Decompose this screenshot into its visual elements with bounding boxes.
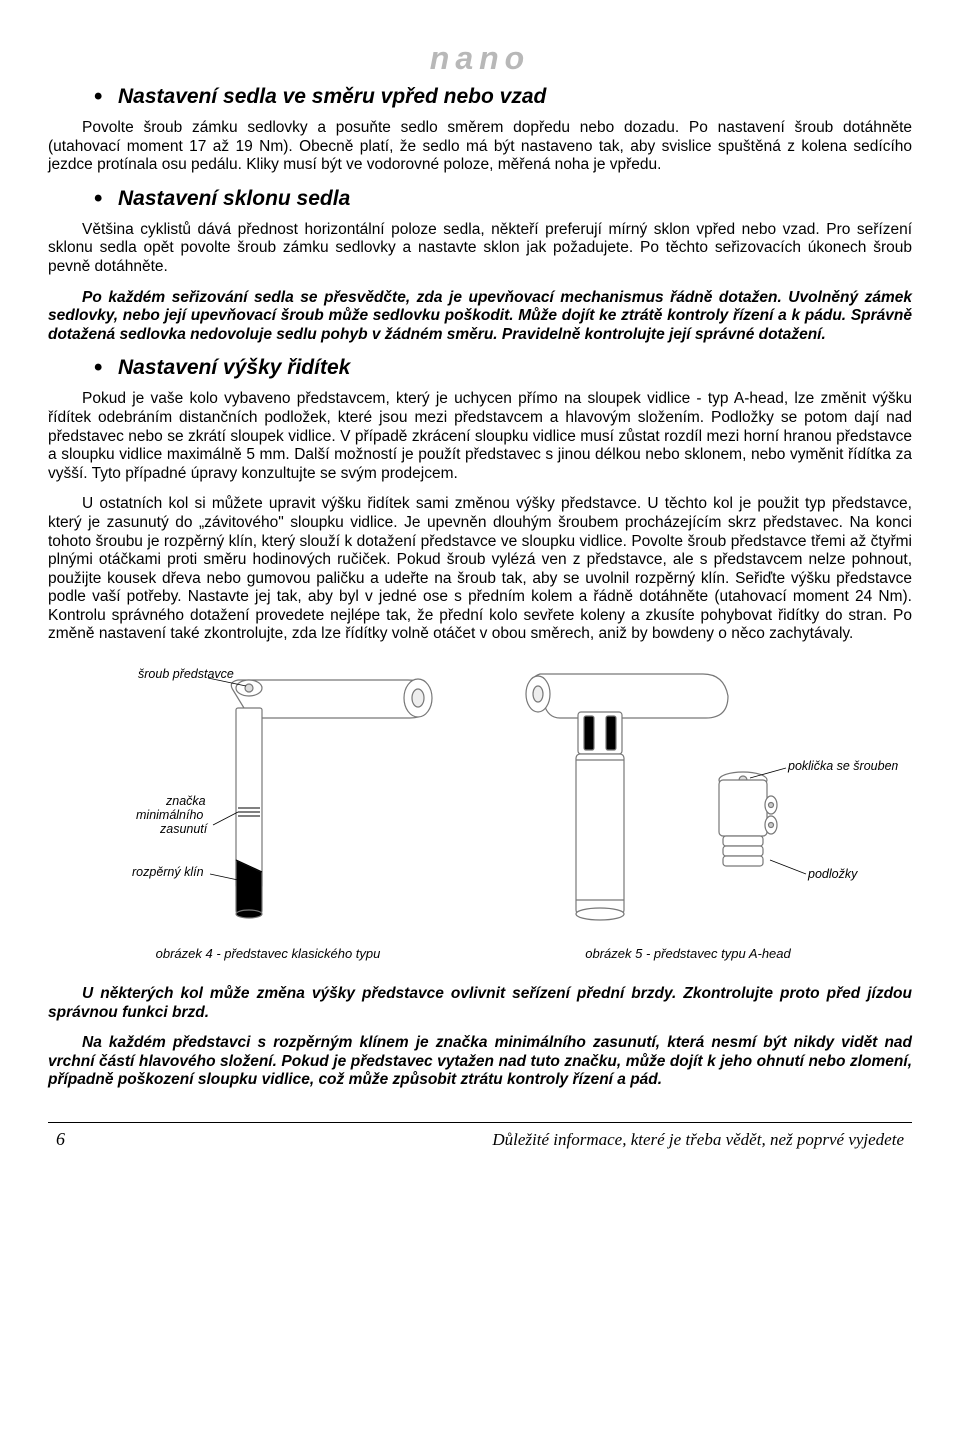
heading-seat-tilt: Nastavení sklonu sedla [48, 187, 912, 211]
heading-handlebar-height: Nastavení výšky řidítek [48, 356, 912, 380]
figure-5-caption: obrázek 5 - představec typu A-head [478, 946, 898, 961]
fig4-label-mark: značka minimálního zasunutí [136, 794, 209, 836]
page-footer: 6 Důležité informace, které je třeba věd… [48, 1122, 912, 1150]
fig5-label-spacers: podložky [807, 867, 858, 881]
figure-4-caption: obrázek 4 - představec klasického typu [78, 946, 458, 961]
brand-logo: nano [48, 40, 912, 77]
page-number: 6 [48, 1129, 65, 1150]
fig4-label-screw: šroub představce [138, 667, 234, 681]
warning-paragraph: U některých kol může změna výšky předsta… [48, 985, 912, 1022]
paragraph: Většina cyklistů dává přednost horizontá… [48, 221, 912, 277]
footer-text: Důležité informace, které je třeba vědět… [492, 1130, 912, 1150]
fig5-label-cap: poklička se šroubem [787, 759, 898, 773]
fig4-label-wedge: rozpěrný klín [132, 865, 204, 879]
warning-paragraph: Na každém představci s rozpěrným klínem … [48, 1034, 912, 1090]
figures-row: šroub představce značka minimálního zasu… [48, 660, 912, 961]
paragraph: Pokud je vaše kolo vybaveno představcem,… [48, 390, 912, 483]
warning-paragraph: Po každém seřizování sedla se přesvědčte… [48, 289, 912, 345]
figure-5: poklička se šroubem podložky obrázek 5 -… [478, 660, 898, 961]
paragraph: Povolte šroub zámku sedlovky a posuňte s… [48, 119, 912, 175]
figure-4: šroub představce značka minimálního zasu… [78, 660, 458, 961]
paragraph: U ostatních kol si můžete upravit výšku … [48, 495, 912, 644]
heading-seat-fore-aft: Nastavení sedla ve směru vpřed nebo vzad [48, 85, 912, 109]
